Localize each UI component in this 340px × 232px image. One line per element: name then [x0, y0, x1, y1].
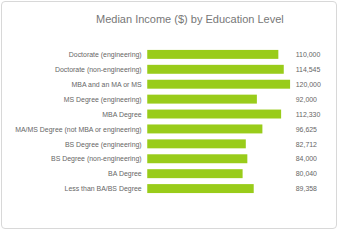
svg-text:82,712: 82,712 — [296, 141, 317, 148]
svg-text:Doctorate (engineering): Doctorate (engineering) — [69, 51, 142, 59]
svg-text:80,040: 80,040 — [296, 170, 317, 177]
svg-text:MA/MS Degree (not MBA or engin: MA/MS Degree (not MBA or engineering) — [15, 126, 141, 134]
svg-text:BA Degree: BA Degree — [108, 170, 142, 178]
svg-text:92,000: 92,000 — [296, 96, 317, 103]
html-text:Median Income ($) by Education: Median Income ($) by Education Level — [96, 13, 284, 25]
svg-text:89,358: 89,358 — [296, 185, 317, 192]
svg-text:Doctorate (non-engineering): Doctorate (non-engineering) — [55, 66, 142, 74]
svg-text:MBA Degree: MBA Degree — [102, 111, 141, 119]
svg-text:114,545: 114,545 — [296, 66, 321, 73]
svg-text:112,330: 112,330 — [296, 111, 321, 118]
svg-text:MBA and an MA or MS: MBA and an MA or MS — [71, 81, 142, 88]
svg-text:120,000: 120,000 — [296, 81, 321, 88]
svg-text:MS Degree (engineering): MS Degree (engineering) — [64, 96, 142, 104]
svg-text:BS Degree (engineering): BS Degree (engineering) — [65, 141, 142, 149]
svg-text:96,625: 96,625 — [296, 126, 317, 133]
svg-text:BS Degree (non-engineering): BS Degree (non-engineering) — [51, 155, 142, 163]
svg-text:Less than BA/BS Degree: Less than BA/BS Degree — [65, 185, 142, 193]
svg-text:84,000: 84,000 — [296, 155, 317, 162]
svg-text:110,000: 110,000 — [296, 51, 321, 58]
